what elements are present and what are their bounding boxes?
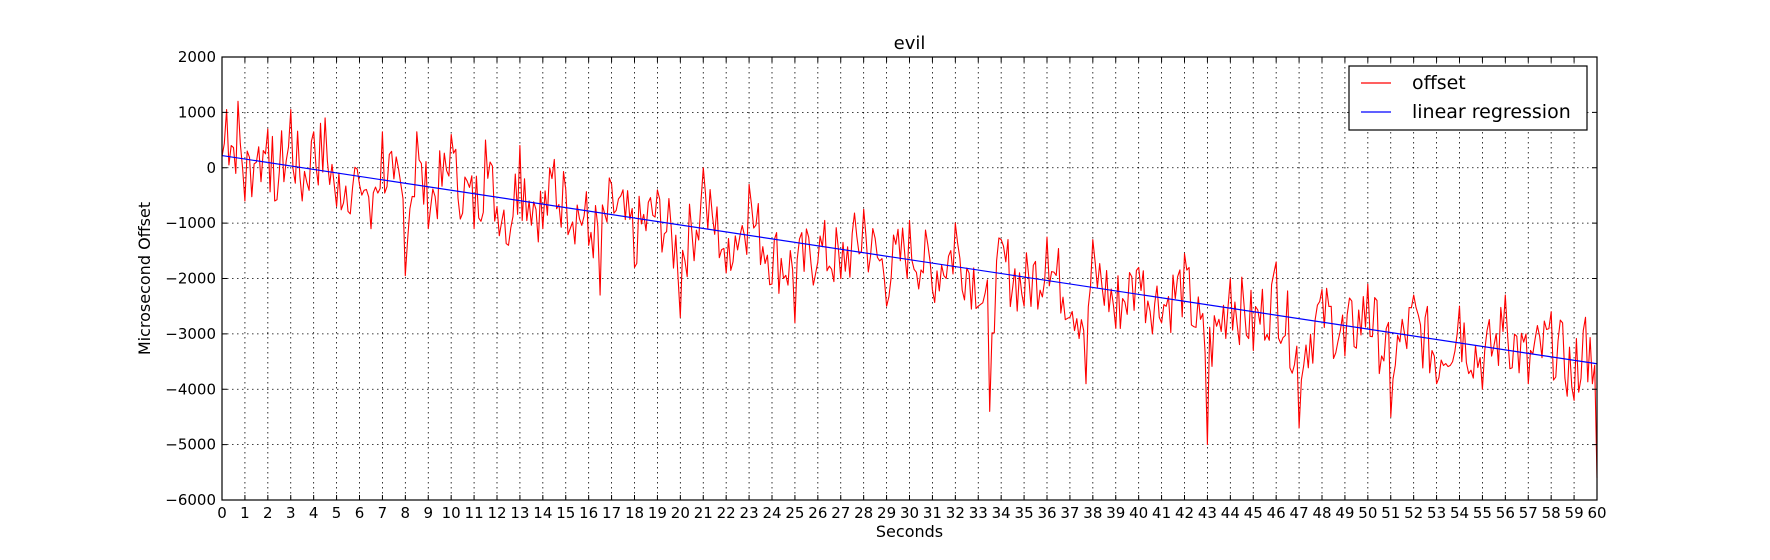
- y-tick-label: −1000: [165, 214, 216, 232]
- x-tick-label: 6: [355, 504, 365, 522]
- x-tick-label: 33: [969, 504, 988, 522]
- x-tick-label: 38: [1083, 504, 1102, 522]
- y-tick-label: −6000: [165, 491, 216, 509]
- y-tick-label: 2000: [178, 48, 216, 66]
- ticks: 0 1 2 3 4 5 6 7 8 9 10 11 12 13 14 15 16 17 18 19 20 21 22 23 24…: [165, 48, 1606, 522]
- x-tick-label: 44: [1221, 504, 1240, 522]
- x-tick-label: 13: [510, 504, 529, 522]
- x-tick-label: 40: [1129, 504, 1148, 522]
- x-tick-label: 27: [831, 504, 850, 522]
- x-tick-label: 56: [1496, 504, 1515, 522]
- x-tick-label: 59: [1565, 504, 1584, 522]
- x-tick-label: 22: [717, 504, 736, 522]
- y-tick-label: 1000: [178, 103, 216, 121]
- x-tick-label: 49: [1335, 504, 1354, 522]
- chart-title: evil: [894, 33, 926, 54]
- x-tick-label: 7: [378, 504, 388, 522]
- x-tick-label: 19: [648, 504, 667, 522]
- x-tick-label: 34: [992, 504, 1011, 522]
- x-tick-label: 42: [1175, 504, 1194, 522]
- x-tick-label: 24: [762, 504, 781, 522]
- y-tick-label: −3000: [165, 325, 216, 343]
- x-tick-label: 60: [1587, 504, 1606, 522]
- y-axis-label: Microsecond Offset: [135, 202, 154, 355]
- x-tick-label: 37: [1060, 504, 1079, 522]
- legend-label-offset: offset: [1412, 72, 1466, 94]
- x-tick-label: 17: [602, 504, 621, 522]
- x-tick-label: 9: [423, 504, 433, 522]
- x-tick-label: 14: [533, 504, 552, 522]
- x-tick-label: 54: [1450, 504, 1469, 522]
- legend-label-linear-regression: linear regression: [1412, 101, 1571, 123]
- x-tick-label: 12: [487, 504, 506, 522]
- x-tick-label: 23: [740, 504, 759, 522]
- x-tick-label: 15: [556, 504, 575, 522]
- x-tick-label: 43: [1198, 504, 1217, 522]
- x-tick-label: 41: [1152, 504, 1171, 522]
- x-tick-label: 28: [854, 504, 873, 522]
- x-axis-label: Seconds: [876, 522, 943, 541]
- x-tick-label: 4: [309, 504, 319, 522]
- x-tick-label: 45: [1244, 504, 1263, 522]
- x-tick-label: 32: [946, 504, 965, 522]
- x-tick-label: 52: [1404, 504, 1423, 522]
- legend-box: [1348, 65, 1588, 131]
- x-tick-label: 35: [1015, 504, 1034, 522]
- x-tick-label: 36: [1037, 504, 1056, 522]
- x-tick-label: 10: [442, 504, 461, 522]
- x-tick-label: 50: [1358, 504, 1377, 522]
- x-tick-label: 53: [1427, 504, 1446, 522]
- x-tick-label: 51: [1381, 504, 1400, 522]
- x-tick-label: 31: [923, 504, 942, 522]
- x-tick-label: 20: [671, 504, 690, 522]
- y-tick-label: −2000: [165, 270, 216, 288]
- x-tick-label: 25: [785, 504, 804, 522]
- series-offset-line: [221, 100, 1598, 478]
- y-tick-label: −4000: [165, 380, 216, 398]
- x-tick-label: 21: [694, 504, 713, 522]
- x-tick-label: 39: [1106, 504, 1125, 522]
- x-tick-label: 29: [877, 504, 896, 522]
- x-tick-label: 26: [808, 504, 827, 522]
- x-tick-label: 57: [1519, 504, 1538, 522]
- x-tick-label: 46: [1267, 504, 1286, 522]
- y-tick-label: 0: [206, 159, 216, 177]
- x-tick-label: 55: [1473, 504, 1492, 522]
- x-tick-label: 11: [465, 504, 484, 522]
- x-tick-label: 3: [286, 504, 296, 522]
- x-tick-label: 58: [1542, 504, 1561, 522]
- y-tick-label: −5000: [165, 436, 216, 454]
- x-tick-label: 30: [900, 504, 919, 522]
- x-tick-label: 47: [1290, 504, 1309, 522]
- x-tick-label: 8: [401, 504, 411, 522]
- x-tick-label: 16: [579, 504, 598, 522]
- x-tick-label: 5: [332, 504, 342, 522]
- legend: offset linear regression: [1348, 65, 1588, 131]
- x-tick-label: 48: [1312, 504, 1331, 522]
- series-linear-regression-line: [221, 154, 1598, 365]
- x-tick-label: 1: [240, 504, 250, 522]
- x-tick-label: 0: [217, 504, 227, 522]
- x-tick-label: 2: [263, 504, 273, 522]
- x-tick-label: 18: [625, 504, 644, 522]
- series-layer: [221, 100, 1598, 478]
